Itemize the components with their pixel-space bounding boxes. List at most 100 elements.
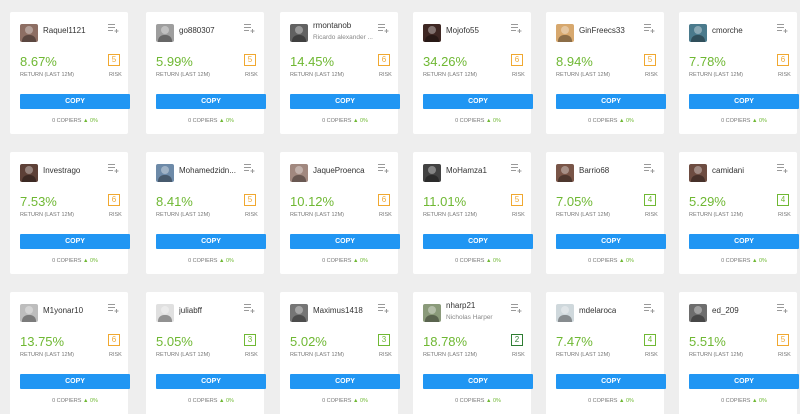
copy-button[interactable]: COPY xyxy=(556,94,666,109)
add-to-list-icon[interactable] xyxy=(244,24,255,33)
trader-username[interactable]: camidani xyxy=(712,166,745,175)
trader-card[interactable]: juliabff 5.05% RETURN (LAST 12M) 3 RISK … xyxy=(146,292,266,414)
trader-card[interactable]: ed_209 5.51% RETURN (LAST 12M) 5 RISK CO… xyxy=(679,292,799,414)
avatar[interactable] xyxy=(290,164,308,182)
trader-username[interactable]: ed_209 xyxy=(712,306,739,315)
copy-button[interactable]: COPY xyxy=(290,94,400,109)
trader-username[interactable]: Mojofo55 xyxy=(446,26,479,35)
trader-username[interactable]: nharp21 xyxy=(446,301,476,310)
trader-card[interactable]: camidani 5.29% RETURN (LAST 12M) 4 RISK … xyxy=(679,152,799,274)
risk-score-badge: 6 xyxy=(378,54,390,66)
trader-username[interactable]: rmontanob xyxy=(313,21,352,30)
copy-button[interactable]: COPY xyxy=(556,374,666,389)
trader-card[interactable]: go880307 5.99% RETURN (LAST 12M) 5 RISK … xyxy=(146,12,266,134)
avatar[interactable] xyxy=(156,164,174,182)
add-to-list-icon[interactable] xyxy=(777,164,788,173)
trader-card[interactable]: Maximus1418 5.02% RETURN (LAST 12M) 3 RI… xyxy=(280,292,400,414)
avatar[interactable] xyxy=(290,304,308,322)
trader-username[interactable]: Raquel1121 xyxy=(43,26,86,35)
avatar[interactable] xyxy=(423,164,441,182)
add-to-list-icon[interactable] xyxy=(108,304,119,313)
avatar[interactable] xyxy=(20,164,38,182)
trader-card[interactable]: MoHamza1 11.01% RETURN (LAST 12M) 5 RISK… xyxy=(413,152,533,274)
trader-card[interactable]: M1yonar10 13.75% RETURN (LAST 12M) 6 RIS… xyxy=(10,292,130,414)
add-to-list-icon[interactable] xyxy=(644,24,655,33)
avatar[interactable] xyxy=(556,24,574,42)
avatar[interactable] xyxy=(20,24,38,42)
avatar[interactable] xyxy=(689,164,707,182)
copy-button[interactable]: COPY xyxy=(423,234,533,249)
add-to-list-icon[interactable] xyxy=(378,24,389,33)
trader-username[interactable]: GinFreecs33 xyxy=(579,26,625,35)
trader-card[interactable]: Mohamedzidn... 8.41% RETURN (LAST 12M) 5… xyxy=(146,152,266,274)
add-to-list-icon[interactable] xyxy=(108,164,119,173)
avatar[interactable] xyxy=(423,304,441,322)
copy-button[interactable]: COPY xyxy=(156,374,266,389)
copy-button[interactable]: COPY xyxy=(423,94,533,109)
trader-card[interactable]: mdelaroca 7.47% RETURN (LAST 12M) 4 RISK… xyxy=(546,292,666,414)
copy-button[interactable]: COPY xyxy=(20,374,130,389)
trader-card[interactable]: JaqueProenca 10.12% RETURN (LAST 12M) 6 … xyxy=(280,152,400,274)
trader-username[interactable]: go880307 xyxy=(179,26,215,35)
copy-button[interactable]: COPY xyxy=(156,234,266,249)
trader-card[interactable]: Raquel1121 8.67% RETURN (LAST 12M) 5 RIS… xyxy=(10,12,130,134)
copy-button[interactable]: COPY xyxy=(423,374,533,389)
add-to-list-icon[interactable] xyxy=(777,304,788,313)
trend-up-icon: ▲ xyxy=(218,258,225,264)
trader-username[interactable]: Barrio68 xyxy=(579,166,610,175)
trader-card[interactable]: nharp21 Nicholas Harper 18.78% RETURN (L… xyxy=(413,292,533,414)
avatar[interactable] xyxy=(20,304,38,322)
add-to-list-icon[interactable] xyxy=(244,304,255,313)
trader-username[interactable]: Maximus1418 xyxy=(313,306,363,315)
copy-button[interactable]: COPY xyxy=(290,234,400,249)
copy-button[interactable]: COPY xyxy=(556,234,666,249)
trader-username[interactable]: cmorche xyxy=(712,26,743,35)
trader-username[interactable]: M1yonar10 xyxy=(43,306,84,315)
copy-button[interactable]: COPY xyxy=(689,374,799,389)
return-label: RETURN (LAST 12M) xyxy=(290,212,344,218)
add-to-list-icon[interactable] xyxy=(511,304,522,313)
avatar[interactable] xyxy=(556,304,574,322)
avatar[interactable] xyxy=(156,24,174,42)
add-to-list-icon[interactable] xyxy=(511,24,522,33)
trader-username[interactable]: JaqueProenca xyxy=(313,166,365,175)
copy-button[interactable]: COPY xyxy=(20,234,130,249)
trader-username[interactable]: Mohamedzidn... xyxy=(179,166,236,175)
trader-username[interactable]: mdelaroca xyxy=(579,306,617,315)
trader-card[interactable]: Barrio68 7.05% RETURN (LAST 12M) 4 RISK … xyxy=(546,152,666,274)
copy-button[interactable]: COPY xyxy=(156,94,266,109)
trader-card[interactable]: cmorche 7.78% RETURN (LAST 12M) 6 RISK C… xyxy=(679,12,799,134)
avatar[interactable] xyxy=(689,304,707,322)
avatar-body-shape xyxy=(158,35,172,42)
trader-card[interactable]: GinFreecs33 8.94% RETURN (LAST 12M) 5 RI… xyxy=(546,12,666,134)
trader-card[interactable]: Investrago 7.53% RETURN (LAST 12M) 6 RIS… xyxy=(10,152,130,274)
trader-username[interactable]: juliabff xyxy=(179,306,202,315)
add-to-list-icon[interactable] xyxy=(108,24,119,33)
return-value: 8.94% xyxy=(556,54,593,69)
risk-score-badge: 4 xyxy=(777,194,789,206)
add-to-list-icon[interactable] xyxy=(244,164,255,173)
copy-button[interactable]: COPY xyxy=(20,94,130,109)
add-to-list-icon[interactable] xyxy=(378,164,389,173)
avatar[interactable] xyxy=(689,24,707,42)
copiers-stat: 0 COPIERS ▲ 0% xyxy=(10,398,140,405)
add-to-list-icon[interactable] xyxy=(644,164,655,173)
risk-label: RISK xyxy=(512,352,525,358)
trader-username[interactable]: Investrago xyxy=(43,166,81,175)
avatar[interactable] xyxy=(290,24,308,42)
add-to-list-icon[interactable] xyxy=(777,24,788,33)
add-to-list-icon[interactable] xyxy=(644,304,655,313)
copy-button[interactable]: COPY xyxy=(689,94,799,109)
return-value: 8.67% xyxy=(20,54,57,69)
copy-button[interactable]: COPY xyxy=(290,374,400,389)
trader-card[interactable]: rmontanob Ricardo alexander ... 14.45% R… xyxy=(280,12,400,134)
avatar[interactable] xyxy=(556,164,574,182)
trader-card[interactable]: Mojofo55 34.26% RETURN (LAST 12M) 6 RISK… xyxy=(413,12,533,134)
copy-button[interactable]: COPY xyxy=(689,234,799,249)
add-to-list-icon[interactable] xyxy=(378,304,389,313)
avatar[interactable] xyxy=(423,24,441,42)
add-to-list-icon[interactable] xyxy=(511,164,522,173)
copiers-suffix: COPIERS xyxy=(56,398,82,404)
trader-username[interactable]: MoHamza1 xyxy=(446,166,487,175)
avatar[interactable] xyxy=(156,304,174,322)
